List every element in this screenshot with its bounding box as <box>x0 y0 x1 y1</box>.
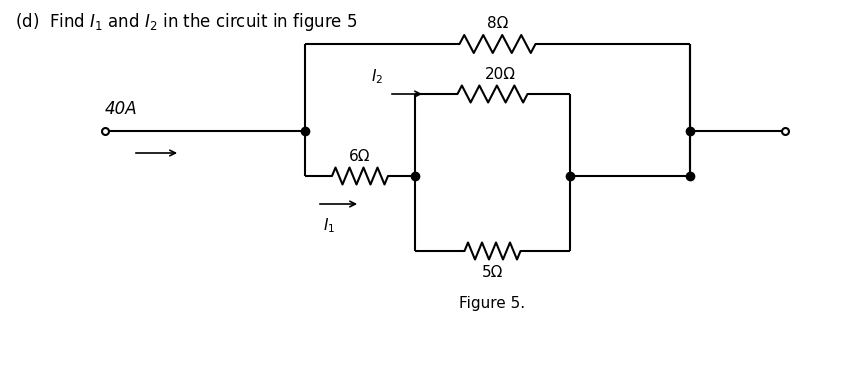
Text: 5Ω: 5Ω <box>481 265 502 280</box>
Text: 8Ω: 8Ω <box>486 16 507 31</box>
Text: 20Ω: 20Ω <box>484 67 516 82</box>
Text: $I_2$: $I_2$ <box>371 67 382 86</box>
Text: 40A: 40A <box>105 100 138 118</box>
Text: Figure 5.: Figure 5. <box>459 296 525 311</box>
Text: $I_1$: $I_1$ <box>322 216 335 235</box>
Text: (d)  Find $I_1$ and $I_2$ in the circuit in figure 5: (d) Find $I_1$ and $I_2$ in the circuit … <box>15 11 357 33</box>
Text: 6Ω: 6Ω <box>349 149 371 164</box>
